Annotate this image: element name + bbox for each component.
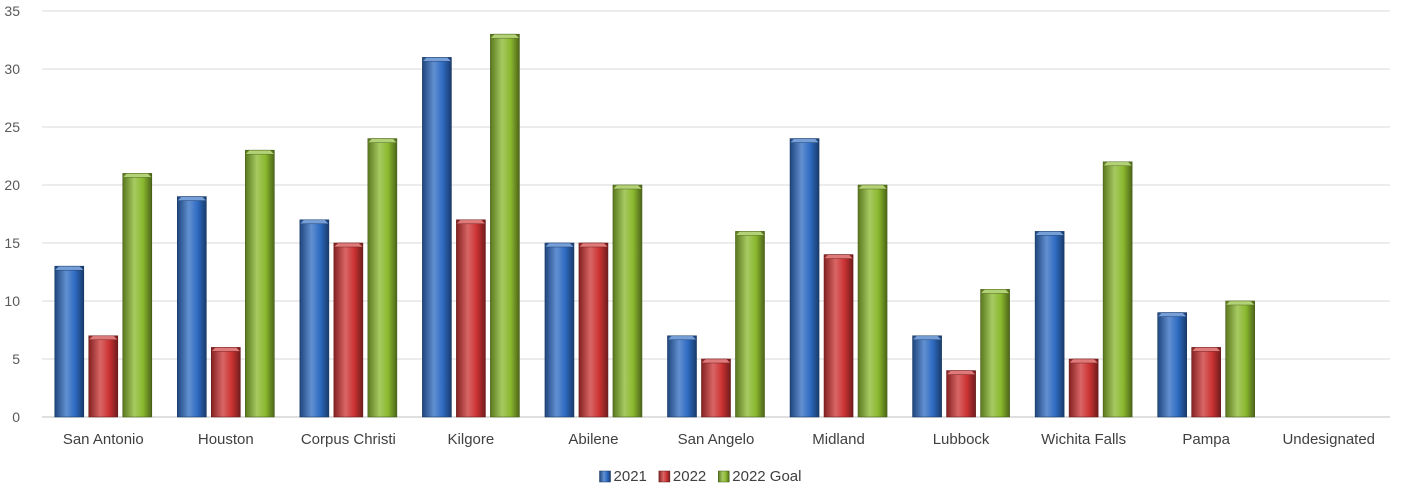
bar-cap xyxy=(122,173,153,178)
bar-2022 xyxy=(1068,358,1099,418)
x-tick-label: Lubbock xyxy=(933,431,990,448)
bar-2021 xyxy=(422,57,452,418)
bars xyxy=(54,33,1256,418)
legend-label: 2022 Goal xyxy=(732,468,801,485)
bar-2022-goal xyxy=(1102,161,1133,418)
bar-cap xyxy=(176,196,207,201)
bar-cap xyxy=(1034,231,1065,236)
bar-cap xyxy=(612,184,643,190)
bar-2022 xyxy=(823,254,854,418)
bar-cap xyxy=(979,289,1011,294)
bar-cap xyxy=(244,149,275,155)
legend: 2021 2022 2022 Goal xyxy=(599,468,801,485)
bar-cap xyxy=(455,219,487,225)
bar-2021 xyxy=(667,335,697,418)
bar-2022 xyxy=(88,335,119,418)
bar-cap xyxy=(367,138,398,143)
bar-cap xyxy=(700,358,732,364)
bar-cap xyxy=(333,242,364,248)
bar-2022-goal xyxy=(490,33,520,418)
bar-2021 xyxy=(912,335,942,418)
bar-2022-goal xyxy=(367,138,398,418)
legend-item: 2022 Goal xyxy=(718,468,801,485)
bar-cap xyxy=(734,231,766,236)
bar-cap xyxy=(578,242,609,248)
bar-2022 xyxy=(578,242,609,418)
bar-cap xyxy=(88,335,119,341)
bar-2022 xyxy=(946,370,976,418)
bar-2021 xyxy=(1034,231,1065,418)
x-tick-label: Wichita Falls xyxy=(1041,431,1126,448)
y-tick-label: 35 xyxy=(4,3,20,19)
bar-cap xyxy=(544,242,575,248)
bar-2022-goal xyxy=(612,184,643,418)
x-tick-label: Kilgore xyxy=(448,431,495,448)
x-tick-label: San Antonio xyxy=(63,431,144,448)
bar-cap xyxy=(210,347,241,352)
bar-2022-goal xyxy=(245,149,275,418)
x-tick-label: Undesignated xyxy=(1282,431,1375,448)
y-tick-label: 0 xyxy=(12,409,20,425)
bar-cap xyxy=(1157,312,1188,317)
bar-2021 xyxy=(789,138,820,418)
legend-swatch xyxy=(599,470,611,483)
bar-2021 xyxy=(544,242,575,418)
y-tick-label: 20 xyxy=(4,177,20,193)
bar-2021 xyxy=(299,219,330,418)
y-tick-label: 15 xyxy=(4,235,20,251)
bar-cap xyxy=(421,57,453,62)
bar-cap xyxy=(823,254,854,259)
x-axis-ticks: San Antonio Houston Corpus Christi Kilgore A… xyxy=(63,431,1375,448)
x-tick-label: Houston xyxy=(198,431,254,448)
bar-cap xyxy=(299,219,330,225)
x-tick-label: Abilene xyxy=(568,431,618,448)
bar-cap xyxy=(666,335,698,341)
bar-2022 xyxy=(333,242,364,418)
bar-2022-goal xyxy=(980,289,1010,418)
bar-2022-goal xyxy=(122,173,153,418)
y-tick-label: 5 xyxy=(12,351,20,367)
bar-cap xyxy=(857,184,888,190)
bar-cap xyxy=(911,335,943,341)
bar-cap xyxy=(1102,161,1133,167)
y-tick-label: 25 xyxy=(4,119,20,135)
bar-2022-goal xyxy=(857,184,888,418)
bar-2022 xyxy=(456,219,486,418)
x-tick-label: San Angelo xyxy=(678,431,755,448)
legend-item: 2021 xyxy=(599,468,647,485)
x-tick-label: Corpus Christi xyxy=(301,431,396,448)
bar-2021 xyxy=(177,196,207,418)
bar-cap xyxy=(1191,347,1222,352)
gridlines xyxy=(42,10,1390,418)
bar-cap xyxy=(789,138,820,143)
bar-2022 xyxy=(1191,347,1221,418)
bar-cap xyxy=(489,33,521,39)
bar-2022-goal xyxy=(1225,300,1255,418)
legend-swatch xyxy=(718,470,730,483)
bar-cap xyxy=(1225,300,1256,306)
legend-item: 2022 xyxy=(658,468,706,485)
bar-2021 xyxy=(54,265,85,418)
legend-swatch xyxy=(658,470,671,483)
bar-cap xyxy=(1068,358,1099,364)
bar-cap xyxy=(54,265,85,271)
bar-2022-goal xyxy=(735,231,765,418)
bar-cap xyxy=(945,370,977,375)
bar-2021 xyxy=(1157,312,1187,418)
bar-2022 xyxy=(211,347,241,418)
y-axis-ticks: 0 5 10 15 20 25 30 35 xyxy=(4,3,20,425)
x-tick-label: Pampa xyxy=(1182,431,1230,448)
legend-label: 2021 xyxy=(614,468,647,485)
y-tick-label: 30 xyxy=(4,61,20,77)
legend-label: 2022 xyxy=(673,468,706,485)
bar-2022 xyxy=(701,358,731,418)
y-tick-label: 10 xyxy=(4,293,20,309)
x-tick-label: Midland xyxy=(812,431,865,448)
